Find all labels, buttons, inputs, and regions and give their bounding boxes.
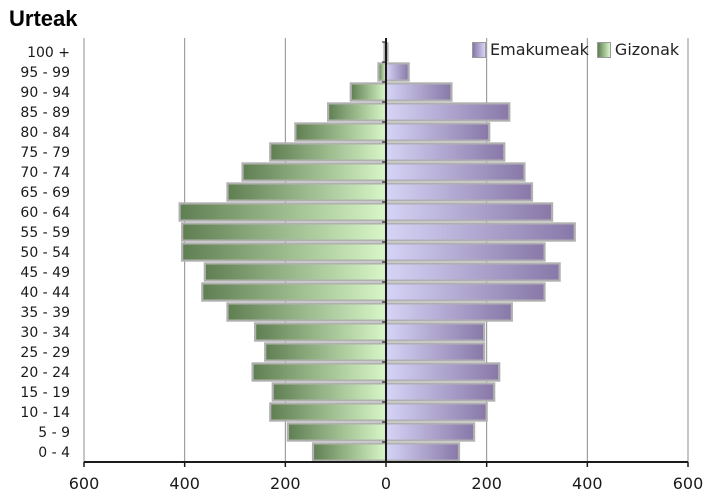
- bar-emakumeak: [384, 82, 453, 102]
- bar-emakumeak: [384, 322, 486, 342]
- bar-gizonak: [264, 342, 388, 362]
- bar-emakumeak: [384, 262, 561, 282]
- y-tick-label: 100 +: [27, 45, 70, 61]
- bar-gizonak: [271, 382, 388, 402]
- legend-item-gizonak: Gizonak: [596, 40, 680, 59]
- bar-emakumeak: [384, 62, 410, 82]
- legend-label-emakumeak: Emakumeak: [490, 40, 589, 59]
- gizonak-swatch-icon: [596, 41, 611, 58]
- bar-gizonak: [201, 282, 388, 302]
- bar-emakumeak: [384, 362, 501, 382]
- bar-emakumeak: [384, 122, 491, 142]
- bar-gizonak: [327, 102, 388, 122]
- bar-gizonak: [251, 362, 388, 382]
- x-tick-label: 600: [69, 474, 100, 493]
- bar-emakumeak: [384, 422, 476, 442]
- legend: Emakumeak Gizonak: [472, 40, 687, 59]
- bar-emakumeak: [384, 182, 534, 202]
- y-tick-label: 75 - 79: [20, 145, 70, 161]
- x-tick-label: 600: [673, 474, 704, 493]
- bar-gizonak: [377, 62, 388, 82]
- bar-gizonak: [226, 302, 388, 322]
- bar-emakumeak: [384, 302, 513, 322]
- bar-gizonak: [254, 322, 388, 342]
- y-tick-label: 25 - 29: [20, 345, 70, 361]
- y-tick-label: 90 - 94: [20, 85, 70, 101]
- y-tick-label: 15 - 19: [20, 385, 70, 401]
- y-tick-label: 70 - 74: [20, 165, 70, 181]
- bar-emakumeak: [384, 162, 526, 182]
- y-tick-label: 55 - 59: [20, 225, 70, 241]
- bar-emakumeak: [384, 342, 486, 362]
- y-tick-label: 45 - 49: [20, 265, 70, 281]
- bar-gizonak: [286, 422, 388, 442]
- x-tick-label: 400: [169, 474, 200, 493]
- y-tick-label: 80 - 84: [20, 125, 70, 141]
- bar-gizonak: [203, 262, 388, 282]
- bar-emakumeak: [384, 382, 496, 402]
- x-tick-label: 400: [572, 474, 603, 493]
- bar-emakumeak: [384, 102, 511, 122]
- y-tick-label: 65 - 69: [20, 185, 70, 201]
- y-tick-label: 10 - 14: [20, 405, 70, 421]
- bar-emakumeak: [384, 222, 576, 242]
- y-tick-label: 0 - 4: [38, 445, 70, 461]
- bar-gizonak: [269, 142, 388, 162]
- bar-gizonak: [349, 82, 388, 102]
- legend-item-emakumeak: Emakumeak: [472, 40, 589, 59]
- legend-label-gizonak: Gizonak: [614, 40, 680, 59]
- bar-gizonak: [294, 122, 388, 142]
- chart-title: Urteak: [9, 6, 78, 31]
- emakumeak-swatch-icon: [472, 41, 486, 58]
- bar-gizonak: [178, 202, 388, 222]
- y-tick-label: 50 - 54: [20, 245, 70, 261]
- bar-emakumeak: [384, 402, 488, 422]
- x-tick-label: 0: [381, 474, 391, 493]
- x-tick-label: 200: [471, 474, 502, 493]
- y-tick-label: 85 - 89: [20, 105, 70, 121]
- bar-gizonak: [311, 442, 388, 462]
- bar-emakumeak: [384, 142, 506, 162]
- bar-emakumeak: [384, 282, 546, 302]
- bar-emakumeak: [384, 242, 546, 262]
- y-tick-label: 30 - 34: [20, 325, 70, 341]
- x-tick-label: 200: [270, 474, 301, 493]
- bar-gizonak: [241, 162, 388, 182]
- y-tick-label: 60 - 64: [20, 205, 70, 221]
- y-tick-label: 40 - 44: [20, 285, 70, 301]
- y-tick-label: 20 - 24: [20, 365, 70, 381]
- bar-gizonak: [226, 182, 388, 202]
- bar-gizonak: [181, 222, 388, 242]
- y-tick-label: 95 - 99: [20, 65, 70, 81]
- bar-gizonak: [181, 242, 388, 262]
- y-tick-label: 5 - 9: [38, 425, 70, 441]
- y-tick-label: 35 - 39: [20, 305, 70, 321]
- bar-emakumeak: [384, 202, 554, 222]
- bar-emakumeak: [384, 442, 461, 462]
- bar-gizonak: [269, 402, 388, 422]
